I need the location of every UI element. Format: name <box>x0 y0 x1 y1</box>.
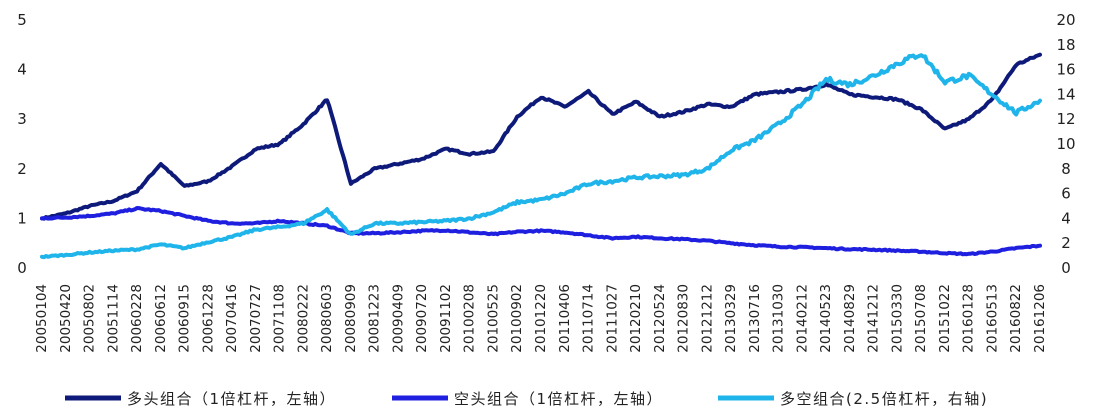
x-tick-label: 20151022 <box>937 284 953 353</box>
x-tick-label: 20160822 <box>1008 284 1024 353</box>
legend-label: 空头组合（1倍杠杆，左轴） <box>454 390 663 408</box>
y-left-tick-label: 4 <box>17 61 27 79</box>
x-tick-label: 20050802 <box>82 284 98 353</box>
x-tick-label: 20150708 <box>913 284 929 353</box>
x-tick-label: 20121212 <box>699 284 715 353</box>
plot-area <box>40 52 1042 260</box>
x-tick-label: 20120830 <box>676 284 692 353</box>
legend-label: 多空组合(2.5倍杠杆，右轴) <box>780 390 988 408</box>
y-right-tick-label: 4 <box>1061 209 1071 227</box>
x-tick-label: 20101220 <box>533 284 549 353</box>
x-tick-label: 20061228 <box>200 284 216 353</box>
x-axis: 20050104 20050420 20050802 20051114 20060228… <box>34 284 1048 353</box>
y-right-tick-label: 18 <box>1056 36 1075 54</box>
x-tick-label: 20160128 <box>961 284 977 353</box>
x-tick-label: 20140523 <box>818 284 834 353</box>
y-axis-left: 0 1 2 3 4 5 <box>17 11 27 277</box>
y-left-tick-label: 1 <box>17 209 27 227</box>
y-axis-right: 0 2 4 6 8 10 12 14 16 18 20 <box>1056 11 1075 277</box>
y-right-tick-label: 2 <box>1061 234 1071 252</box>
legend-label: 多头组合（1倍杠杆，左轴） <box>127 390 336 408</box>
x-tick-label: 20140829 <box>842 284 858 353</box>
y-left-tick-label: 0 <box>17 259 27 277</box>
x-tick-label: 20081223 <box>367 284 383 353</box>
series-line-2 <box>40 206 1042 257</box>
x-tick-label: 20060915 <box>177 284 193 353</box>
y-left-tick-label: 3 <box>17 110 27 128</box>
legend: 多头组合（1倍杠杆，左轴） 空头组合（1倍杠杆，左轴） 多空组合(2.5倍杠杆，右轴… <box>65 390 988 408</box>
x-tick-label: 20080222 <box>295 284 311 353</box>
y-right-tick-label: 0 <box>1061 259 1071 277</box>
series-line-3 <box>40 53 1042 260</box>
x-tick-label: 20161206 <box>1032 284 1048 353</box>
x-tick-label: 20070416 <box>224 284 240 353</box>
x-tick-label: 20090409 <box>390 284 406 353</box>
y-right-tick-label: 16 <box>1056 61 1075 79</box>
x-tick-label: 20050420 <box>58 284 74 353</box>
x-tick-label: 20110714 <box>581 284 597 353</box>
x-tick-label: 20100208 <box>462 284 478 353</box>
x-tick-label: 20130329 <box>723 284 739 353</box>
x-tick-label: 20141212 <box>866 284 882 353</box>
x-tick-label: 20051114 <box>105 284 121 353</box>
x-tick-label: 20080603 <box>319 284 335 353</box>
y-right-tick-label: 12 <box>1056 110 1075 128</box>
y-right-tick-label: 10 <box>1056 135 1075 153</box>
y-left-tick-label: 5 <box>17 11 27 29</box>
y-right-tick-label: 14 <box>1056 85 1075 103</box>
x-tick-label: 20150330 <box>889 284 905 353</box>
x-tick-label: 20060228 <box>129 284 145 353</box>
x-tick-label: 20140212 <box>794 284 810 353</box>
y-right-tick-label: 20 <box>1056 11 1075 29</box>
x-tick-label: 20120524 <box>652 284 668 353</box>
x-tick-label: 20120210 <box>628 284 644 353</box>
x-tick-label: 20080909 <box>343 284 359 353</box>
x-tick-label: 20050104 <box>34 284 50 353</box>
y-right-tick-label: 8 <box>1061 160 1071 178</box>
x-tick-label: 20160513 <box>984 284 1000 353</box>
y-right-tick-label: 6 <box>1061 185 1071 203</box>
x-tick-label: 20071108 <box>272 284 288 353</box>
x-tick-label: 20100525 <box>485 284 501 353</box>
x-tick-label: 20100902 <box>509 284 525 353</box>
x-tick-label: 20091102 <box>438 284 454 353</box>
x-tick-label: 20110406 <box>557 284 573 353</box>
x-tick-label: 20131030 <box>771 284 787 353</box>
x-tick-label: 20060612 <box>153 284 169 353</box>
x-tick-label: 20090720 <box>414 284 430 353</box>
y-left-tick-label: 2 <box>17 160 27 178</box>
x-tick-label: 20070727 <box>248 284 264 353</box>
x-tick-label: 20130716 <box>747 284 763 353</box>
x-tick-label: 20111027 <box>604 284 620 353</box>
series-line-1 <box>40 52 1042 221</box>
